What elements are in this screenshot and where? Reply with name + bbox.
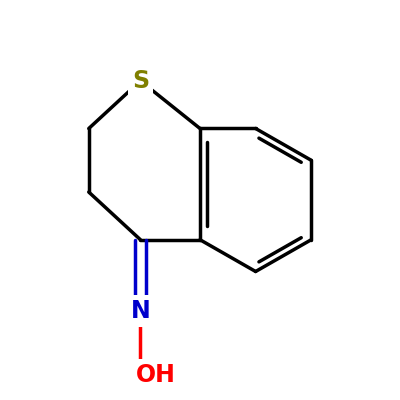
Text: OH: OH: [136, 363, 176, 387]
Text: N: N: [130, 299, 150, 323]
Text: S: S: [132, 69, 149, 93]
